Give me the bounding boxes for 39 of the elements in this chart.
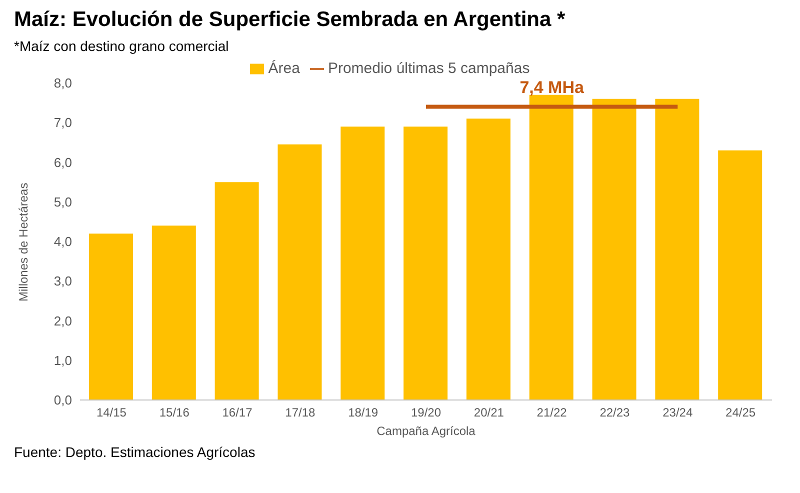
bar [718,150,762,400]
x-tick-label: 15/16 [159,406,190,420]
x-tick-label: 23/24 [662,406,693,420]
y-tick-label: 6,0 [54,154,72,170]
x-tick-label: 22/23 [600,406,630,420]
x-tick-label: 24/25 [726,406,756,420]
bar [278,144,322,400]
bar [214,182,259,400]
x-tick-label: 19/20 [410,406,442,420]
bar [592,98,636,400]
bar [340,126,385,400]
source-note: Fuente: Depto. Estimaciones Agrícolas [14,444,256,460]
x-tick-label: 21/22 [536,406,568,420]
bar [404,126,448,400]
x-tick-label: 20/21 [474,406,504,420]
y-tick-label: 0,0 [54,392,72,408]
x-tick-label: 18/19 [348,406,378,420]
annotation: 7,4 MHa [520,78,584,97]
legend-label: Promedio últimas 5 campañas [328,60,530,77]
y-tick-label: 7,0 [54,115,72,130]
chart-title: Maíz: Evolución de Superficie Sembrada en Argentina * [14,8,566,32]
bar [152,226,196,400]
x-axis-title: Campaña Agrícola [376,424,476,438]
bar [655,98,700,400]
x-tick-label: 16/17 [222,406,253,420]
y-tick-label: 4,0 [54,234,72,250]
bar [529,94,574,400]
x-tick-label: 14/15 [96,406,127,420]
x-tick-label: 17/18 [285,406,316,420]
y-tick-label: 2,0 [54,313,72,328]
chart-subtitle: *Maíz con destino grano comercial [14,38,230,54]
y-axis-title: Millones de Hectáreas [16,182,30,302]
y-tick-label: 8,0 [54,76,72,91]
legend-label: Área [268,60,300,77]
bar [466,118,510,400]
y-tick-label: 1,0 [54,352,72,368]
y-tick-label: 5,0 [54,194,72,210]
bar [89,234,133,400]
y-tick-label: 3,0 [54,274,72,289]
